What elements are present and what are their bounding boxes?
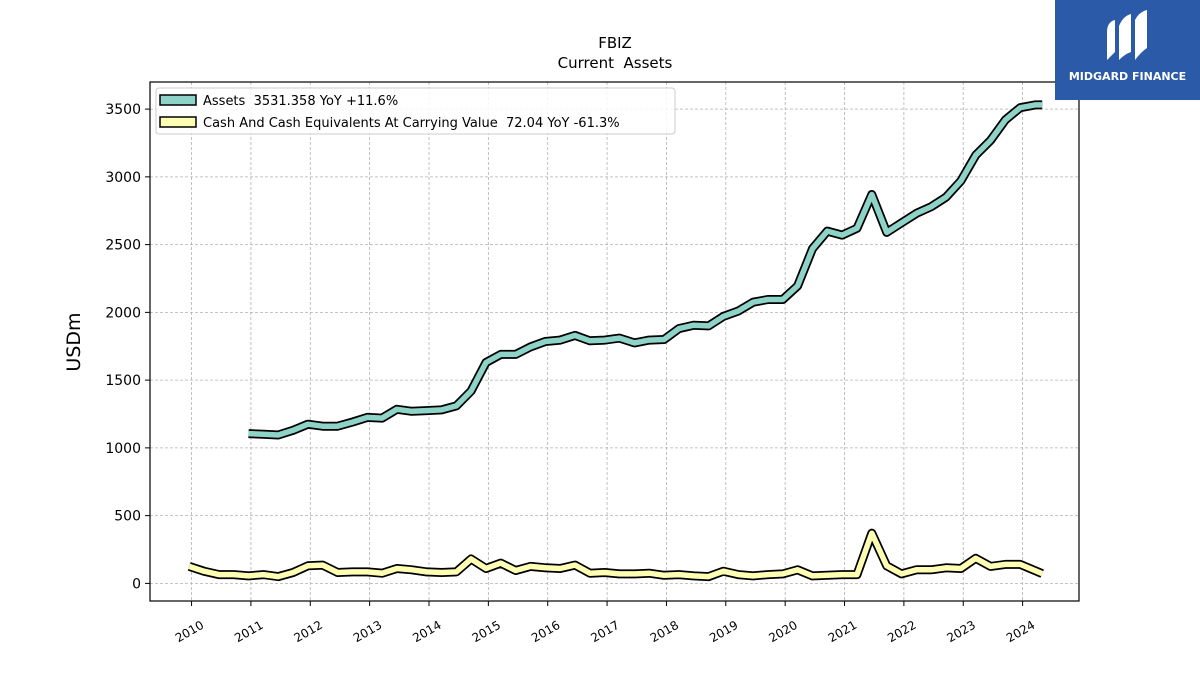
x-tick-label: 2011 xyxy=(232,618,265,645)
y-tick-label: 2000 xyxy=(105,305,141,321)
legend-label: Assets 3531.358 YoY +11.6% xyxy=(203,94,398,109)
logo: MIDGARD FINANCE xyxy=(1055,0,1200,100)
series-line-0 xyxy=(248,102,1043,438)
legend-label: Cash And Cash Equivalents At Carrying Va… xyxy=(203,116,620,131)
y-axis-label: USDm xyxy=(63,312,85,371)
y-tick-label: 500 xyxy=(114,509,141,525)
series-outline xyxy=(248,100,1043,440)
y-tick-label: 0 xyxy=(132,576,141,592)
chart-subtitle: Current Assets xyxy=(558,54,673,72)
x-tick-label: 2016 xyxy=(529,618,562,645)
y-tick-label: 3500 xyxy=(105,102,141,118)
y-tick-label: 3000 xyxy=(105,170,141,186)
chart-title: FBIZ xyxy=(598,34,632,52)
x-tick-label: 2010 xyxy=(173,618,206,645)
series-lines xyxy=(187,100,1044,582)
x-tick-label: 2019 xyxy=(707,618,740,645)
y-tick-label: 1000 xyxy=(105,441,141,457)
x-tick-label: 2020 xyxy=(766,618,799,645)
series-line-1 xyxy=(188,530,1044,580)
x-tick-label: 2018 xyxy=(648,618,681,645)
logo-text: MIDGARD FINANCE xyxy=(1068,70,1187,83)
legend-swatch xyxy=(159,116,197,128)
x-tick-label: 2013 xyxy=(351,618,384,645)
plot-frame xyxy=(149,81,1080,602)
y-tick-label: 2500 xyxy=(105,238,141,254)
legend: Assets 3531.358 YoY +11.6% Cash And Cash … xyxy=(155,87,676,135)
x-tick-label: 2023 xyxy=(945,618,978,645)
grid xyxy=(150,82,1079,601)
x-tick-label: 2017 xyxy=(588,618,621,645)
x-tick-label: 2012 xyxy=(292,618,325,645)
logo-mark-icon xyxy=(1107,10,1147,60)
x-tick-label: 2021 xyxy=(826,618,859,645)
x-tick-label: 2015 xyxy=(470,618,503,645)
x-tick-label: 2024 xyxy=(1004,618,1037,645)
y-tick-label: 1500 xyxy=(105,373,141,389)
x-tick-label: 2014 xyxy=(410,618,443,645)
legend-box xyxy=(155,87,676,135)
legend-swatch xyxy=(159,94,197,106)
x-tick-label: 2022 xyxy=(885,618,918,645)
